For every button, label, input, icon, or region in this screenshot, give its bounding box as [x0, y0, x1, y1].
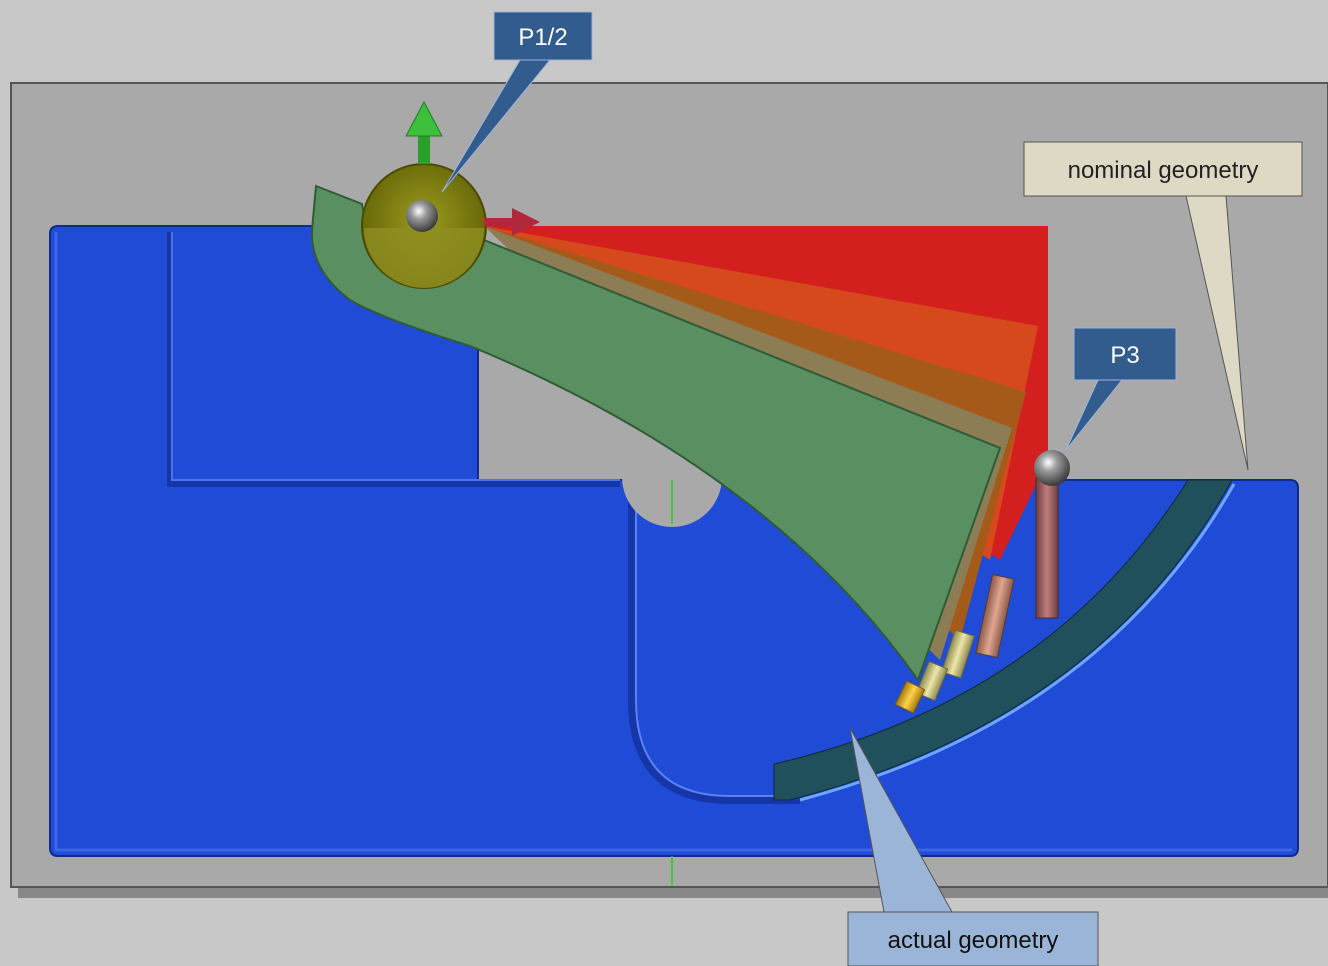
callout-p12: P1/2 — [441, 11, 593, 193]
probe-shaft-1 — [1035, 477, 1059, 619]
probe-shaft-2 — [975, 573, 1015, 659]
callout-p12-label: P1/2 — [518, 24, 567, 51]
probe-shaft-5 — [894, 680, 926, 714]
probe-ball-p3 — [1034, 450, 1070, 486]
callout-nominal-geometry: nominal geometry — [1023, 141, 1303, 471]
callout-p3-label: P3 — [1110, 342, 1139, 369]
actual-geometry-edge-highlight — [799, 483, 1236, 802]
red-arrow-icon — [484, 208, 540, 236]
callout-p3: P3 — [1065, 327, 1177, 451]
sphere-icon — [406, 200, 438, 232]
probe-shaft-3 — [941, 629, 975, 679]
callout-actual-label: actual geometry — [888, 927, 1059, 954]
probe-ball-p12-group — [361, 100, 540, 289]
callout-actual-geometry: actual geometry — [847, 727, 1099, 966]
callout-nominal-label: nominal geometry — [1068, 157, 1259, 184]
green-arrow-icon — [405, 100, 443, 137]
actual-geometry-surface — [773, 479, 1233, 801]
